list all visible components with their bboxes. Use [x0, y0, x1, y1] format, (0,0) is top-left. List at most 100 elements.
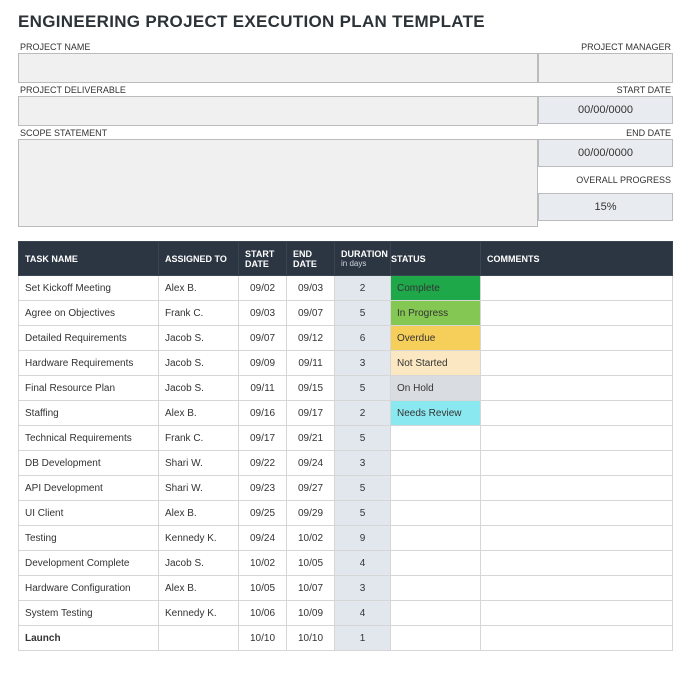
cell-assigned[interactable]: Frank C.: [159, 426, 239, 451]
cell-duration[interactable]: 9: [335, 526, 391, 551]
cell-status[interactable]: [391, 601, 481, 626]
cell-duration[interactable]: 4: [335, 601, 391, 626]
cell-status[interactable]: Needs Review: [391, 401, 481, 426]
cell-task[interactable]: Hardware Configuration: [19, 576, 159, 601]
cell-duration[interactable]: 3: [335, 351, 391, 376]
cell-end[interactable]: 09/11: [287, 351, 335, 376]
cell-end[interactable]: 09/29: [287, 501, 335, 526]
cell-end[interactable]: 09/07: [287, 301, 335, 326]
cell-end[interactable]: 09/21: [287, 426, 335, 451]
cell-status[interactable]: [391, 551, 481, 576]
cell-status[interactable]: [391, 626, 481, 651]
cell-start[interactable]: 10/02: [239, 551, 287, 576]
cell-comments[interactable]: [481, 276, 673, 301]
cell-start[interactable]: 09/23: [239, 476, 287, 501]
cell-status[interactable]: [391, 451, 481, 476]
cell-assigned[interactable]: Jacob S.: [159, 326, 239, 351]
cell-duration[interactable]: 6: [335, 326, 391, 351]
cell-start[interactable]: 09/07: [239, 326, 287, 351]
cell-task[interactable]: Hardware Requirements: [19, 351, 159, 376]
cell-status[interactable]: [391, 576, 481, 601]
cell-start[interactable]: 10/10: [239, 626, 287, 651]
cell-end[interactable]: 09/12: [287, 326, 335, 351]
cell-comments[interactable]: [481, 426, 673, 451]
cell-comments[interactable]: [481, 376, 673, 401]
cell-end[interactable]: 09/27: [287, 476, 335, 501]
cell-duration[interactable]: 2: [335, 276, 391, 301]
input-project-name[interactable]: [18, 53, 538, 83]
cell-duration[interactable]: 4: [335, 551, 391, 576]
cell-comments[interactable]: [481, 476, 673, 501]
cell-assigned[interactable]: Frank C.: [159, 301, 239, 326]
cell-duration[interactable]: 3: [335, 451, 391, 476]
cell-assigned[interactable]: Alex B.: [159, 401, 239, 426]
cell-duration[interactable]: 5: [335, 476, 391, 501]
cell-start[interactable]: 09/25: [239, 501, 287, 526]
cell-comments[interactable]: [481, 501, 673, 526]
cell-status[interactable]: [391, 501, 481, 526]
cell-status[interactable]: In Progress: [391, 301, 481, 326]
cell-start[interactable]: 09/16: [239, 401, 287, 426]
cell-task[interactable]: UI Client: [19, 501, 159, 526]
cell-assigned[interactable]: Jacob S.: [159, 351, 239, 376]
cell-comments[interactable]: [481, 401, 673, 426]
cell-status[interactable]: [391, 526, 481, 551]
cell-status[interactable]: On Hold: [391, 376, 481, 401]
cell-end[interactable]: 09/24: [287, 451, 335, 476]
cell-status[interactable]: Complete: [391, 276, 481, 301]
cell-start[interactable]: 09/17: [239, 426, 287, 451]
cell-end[interactable]: 09/17: [287, 401, 335, 426]
input-start-date[interactable]: 00/00/0000: [538, 96, 673, 124]
cell-assigned[interactable]: Kennedy K.: [159, 526, 239, 551]
cell-end[interactable]: 10/10: [287, 626, 335, 651]
cell-assigned[interactable]: Jacob S.: [159, 551, 239, 576]
cell-end[interactable]: 09/15: [287, 376, 335, 401]
cell-start[interactable]: 10/06: [239, 601, 287, 626]
cell-assigned[interactable]: Alex B.: [159, 576, 239, 601]
cell-status[interactable]: [391, 476, 481, 501]
cell-comments[interactable]: [481, 351, 673, 376]
cell-end[interactable]: 10/02: [287, 526, 335, 551]
cell-task[interactable]: Testing: [19, 526, 159, 551]
cell-assigned[interactable]: Alex B.: [159, 276, 239, 301]
cell-start[interactable]: 09/22: [239, 451, 287, 476]
cell-task[interactable]: Technical Requirements: [19, 426, 159, 451]
cell-task[interactable]: DB Development: [19, 451, 159, 476]
cell-task[interactable]: Launch: [19, 626, 159, 651]
input-end-date[interactable]: 00/00/0000: [538, 139, 673, 167]
cell-task[interactable]: API Development: [19, 476, 159, 501]
cell-end[interactable]: 10/05: [287, 551, 335, 576]
cell-comments[interactable]: [481, 526, 673, 551]
cell-comments[interactable]: [481, 451, 673, 476]
input-project-deliverable[interactable]: [18, 96, 538, 126]
cell-comments[interactable]: [481, 601, 673, 626]
cell-task[interactable]: System Testing: [19, 601, 159, 626]
cell-start[interactable]: 09/11: [239, 376, 287, 401]
cell-task[interactable]: Development Complete: [19, 551, 159, 576]
cell-start[interactable]: 09/09: [239, 351, 287, 376]
cell-start[interactable]: 09/02: [239, 276, 287, 301]
cell-duration[interactable]: 5: [335, 426, 391, 451]
cell-comments[interactable]: [481, 626, 673, 651]
cell-status[interactable]: Overdue: [391, 326, 481, 351]
cell-task[interactable]: Detailed Requirements: [19, 326, 159, 351]
cell-start[interactable]: 09/03: [239, 301, 287, 326]
cell-duration[interactable]: 5: [335, 501, 391, 526]
cell-comments[interactable]: [481, 301, 673, 326]
cell-start[interactable]: 10/05: [239, 576, 287, 601]
cell-assigned[interactable]: [159, 626, 239, 651]
cell-end[interactable]: 09/03: [287, 276, 335, 301]
input-scope-statement[interactable]: [18, 139, 538, 227]
cell-task[interactable]: Final Resource Plan: [19, 376, 159, 401]
cell-duration[interactable]: 2: [335, 401, 391, 426]
cell-duration[interactable]: 1: [335, 626, 391, 651]
cell-duration[interactable]: 3: [335, 576, 391, 601]
cell-assigned[interactable]: Shari W.: [159, 451, 239, 476]
cell-comments[interactable]: [481, 551, 673, 576]
cell-duration[interactable]: 5: [335, 376, 391, 401]
cell-task[interactable]: Staffing: [19, 401, 159, 426]
cell-assigned[interactable]: Shari W.: [159, 476, 239, 501]
input-project-manager[interactable]: [538, 53, 673, 83]
cell-end[interactable]: 10/07: [287, 576, 335, 601]
cell-task[interactable]: Agree on Objectives: [19, 301, 159, 326]
